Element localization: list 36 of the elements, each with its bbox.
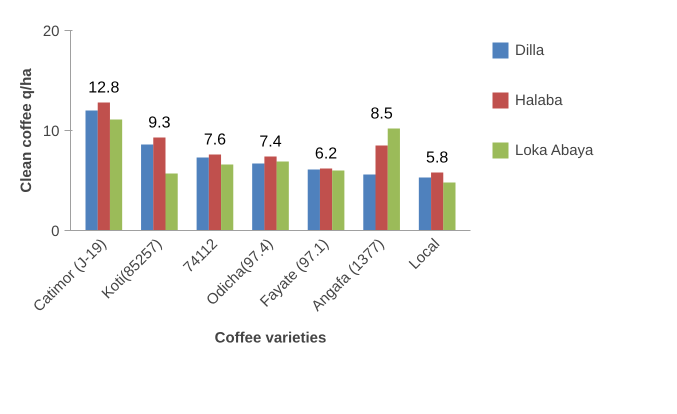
- bar: [388, 128, 400, 230]
- bar: [252, 164, 264, 230]
- data-label: 9.3: [148, 114, 171, 132]
- bar: [308, 170, 320, 230]
- bar: [221, 164, 234, 230]
- data-label: 6.2: [314, 146, 338, 162]
- bar: [196, 158, 209, 230]
- bar: [320, 168, 332, 230]
- legend-label: Halaba: [515, 92, 563, 108]
- bar: [418, 178, 432, 230]
- bar: [153, 138, 166, 230]
- bar: [264, 156, 277, 230]
- x-axis-title: Coffee varieties: [214, 329, 326, 346]
- bar: [276, 162, 289, 230]
- bar: [166, 174, 178, 230]
- y-axis-title: Clean coffee q/ha: [18, 68, 35, 193]
- legend-label: Loka Abaya: [515, 142, 594, 158]
- bar: [443, 182, 456, 230]
- bar: [363, 174, 376, 230]
- data-label: 12.8: [88, 80, 120, 96]
- bar: [332, 170, 344, 230]
- data-label: 8.5: [370, 106, 393, 122]
- bar: [431, 172, 444, 230]
- bar: [98, 102, 110, 230]
- y-tick-label: 10: [42, 123, 60, 140]
- y-tick-label: 20: [42, 23, 60, 40]
- bar: [376, 146, 388, 230]
- data-label: 7.6: [204, 132, 226, 148]
- bar: [141, 144, 154, 230]
- bar: [86, 110, 98, 230]
- y-tick-label: 0: [51, 223, 60, 240]
- legend-label: Dilla: [515, 42, 544, 58]
- data-label: 5.8: [426, 150, 448, 166]
- data-label: 7.4: [259, 134, 282, 150]
- bar: [110, 120, 122, 230]
- bar: [208, 154, 222, 230]
